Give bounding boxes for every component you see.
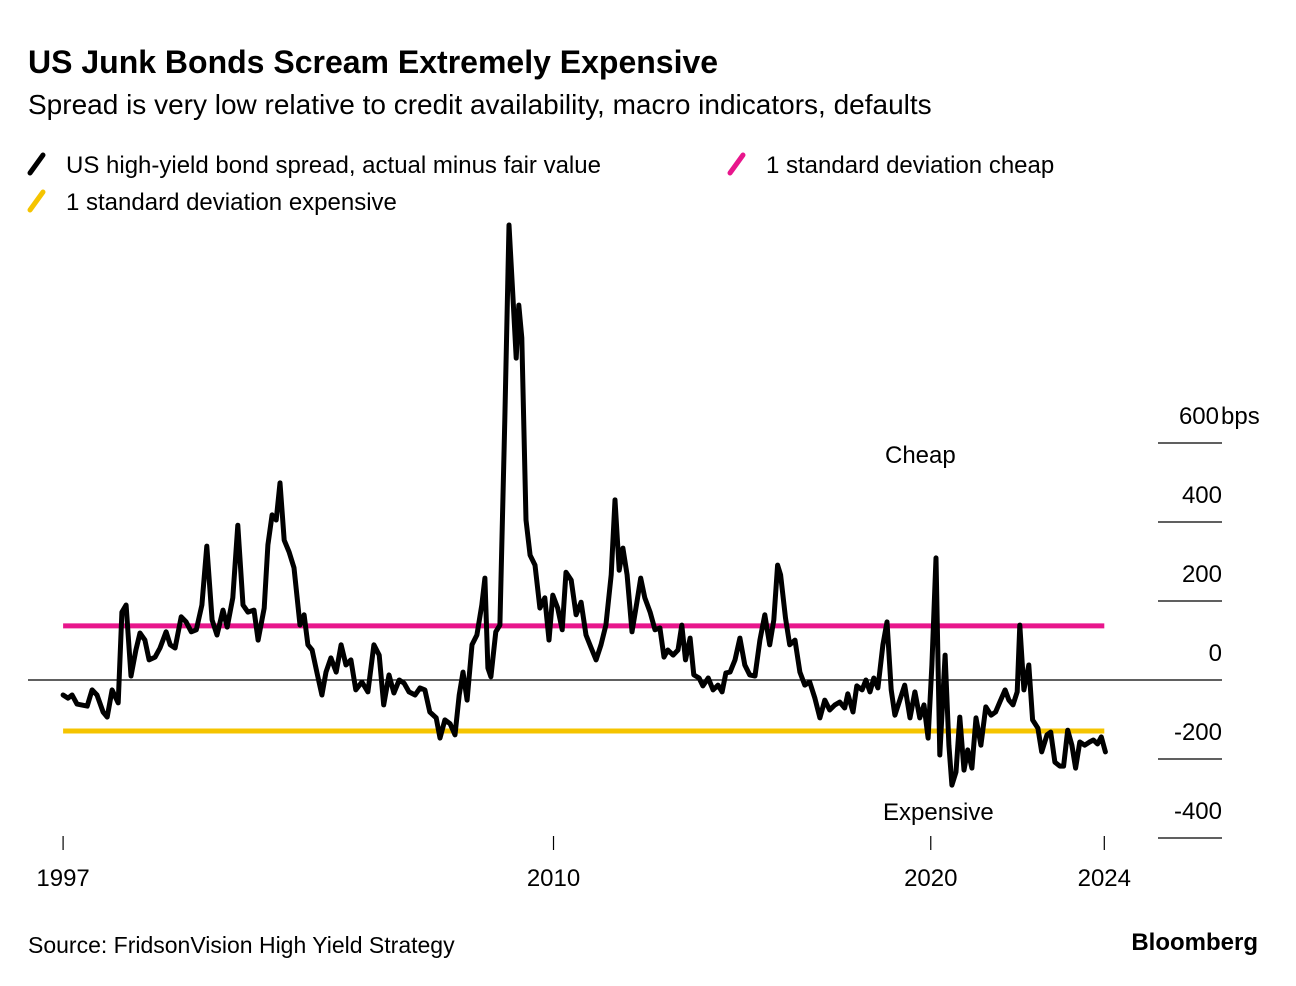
brand: Bloomberg xyxy=(1131,929,1258,956)
x-tick-label: 2010 xyxy=(527,865,580,892)
source: Source: FridsonVision High Yield Strateg… xyxy=(28,932,455,958)
x-tick-label: 2024 xyxy=(1078,865,1131,892)
y-tick-label: 400 xyxy=(1182,482,1222,509)
y-tick-label: 200 xyxy=(1182,561,1222,588)
legend-swatch xyxy=(27,152,46,176)
x-tick-label: 2020 xyxy=(904,865,957,892)
y-tick-label: -200 xyxy=(1174,719,1222,746)
legend-label: 1 standard deviation expensive xyxy=(66,189,397,216)
data-line xyxy=(60,222,1108,788)
y-tick-label: 0 xyxy=(1209,640,1222,667)
legend-swatch xyxy=(27,189,46,213)
annotation: Cheap xyxy=(885,442,956,469)
y-unit: bps xyxy=(1221,403,1260,430)
x-tick-label: 1997 xyxy=(36,865,89,892)
y-tick-label: -400 xyxy=(1174,798,1222,825)
chart-title: US Junk Bonds Scream Extremely Expensive xyxy=(28,44,718,80)
legend-swatch xyxy=(727,152,746,176)
legend-label: 1 standard deviation cheap xyxy=(766,152,1054,179)
y-tick-label: 600 xyxy=(1179,403,1219,430)
legend-label: US high-yield bond spread, actual minus … xyxy=(66,152,601,179)
chart-subtitle: Spread is very low relative to credit av… xyxy=(28,89,932,120)
annotation: Expensive xyxy=(883,799,994,826)
